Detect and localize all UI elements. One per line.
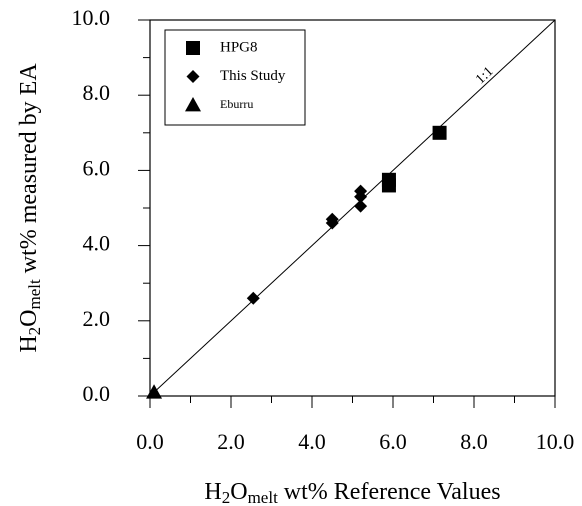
one-to-one-line xyxy=(149,19,556,397)
legend-label: Eburru xyxy=(220,97,253,111)
subscript: melt xyxy=(25,279,44,309)
x-tick-label: 4.0 xyxy=(298,429,326,454)
diamond-marker xyxy=(246,291,260,305)
subscript: melt xyxy=(248,488,278,506)
x-tick-label: 6.0 xyxy=(379,429,407,454)
label-part: H xyxy=(204,479,221,505)
diamond-marker xyxy=(354,199,368,213)
x-tick-label: 8.0 xyxy=(460,429,488,454)
diamond-marker xyxy=(325,212,339,226)
square-marker xyxy=(432,125,447,140)
legend-label: This Study xyxy=(220,68,286,84)
xlabel_parts: H2Omelt wt% Reference Values xyxy=(204,479,500,506)
y-tick-label: 2.0 xyxy=(83,306,111,331)
x-tick-label: 2.0 xyxy=(217,429,245,454)
triangle-marker xyxy=(146,384,163,399)
ylabel_parts: H2Omelt wt% measured by EA xyxy=(16,63,44,353)
square-marker xyxy=(381,172,396,187)
y-tick-label: 8.0 xyxy=(83,80,111,105)
diamond-marker xyxy=(186,70,200,83)
subscript: 2 xyxy=(222,488,231,506)
label-part: H xyxy=(16,335,42,352)
y-tick-label: 4.0 xyxy=(83,231,111,256)
y-tick-label: 10.0 xyxy=(72,5,111,30)
square-marker xyxy=(186,41,200,55)
x-tick-label: 0.0 xyxy=(136,429,164,454)
label-part: O xyxy=(230,479,247,505)
triangle-marker xyxy=(185,97,201,112)
line-label: 1:1 xyxy=(473,64,496,87)
y-tick-label: 6.0 xyxy=(83,155,111,180)
label-part: wt% Reference Values xyxy=(278,479,501,505)
x-tick-label: 10.0 xyxy=(536,429,575,454)
subscript: 2 xyxy=(25,327,44,336)
diamond-marker xyxy=(354,184,368,198)
label-part: wt% measured by EA xyxy=(16,63,42,280)
y-tick-label: 0.0 xyxy=(83,381,111,406)
legend-label: HPG8 xyxy=(220,39,258,55)
label-part: O xyxy=(16,309,42,326)
